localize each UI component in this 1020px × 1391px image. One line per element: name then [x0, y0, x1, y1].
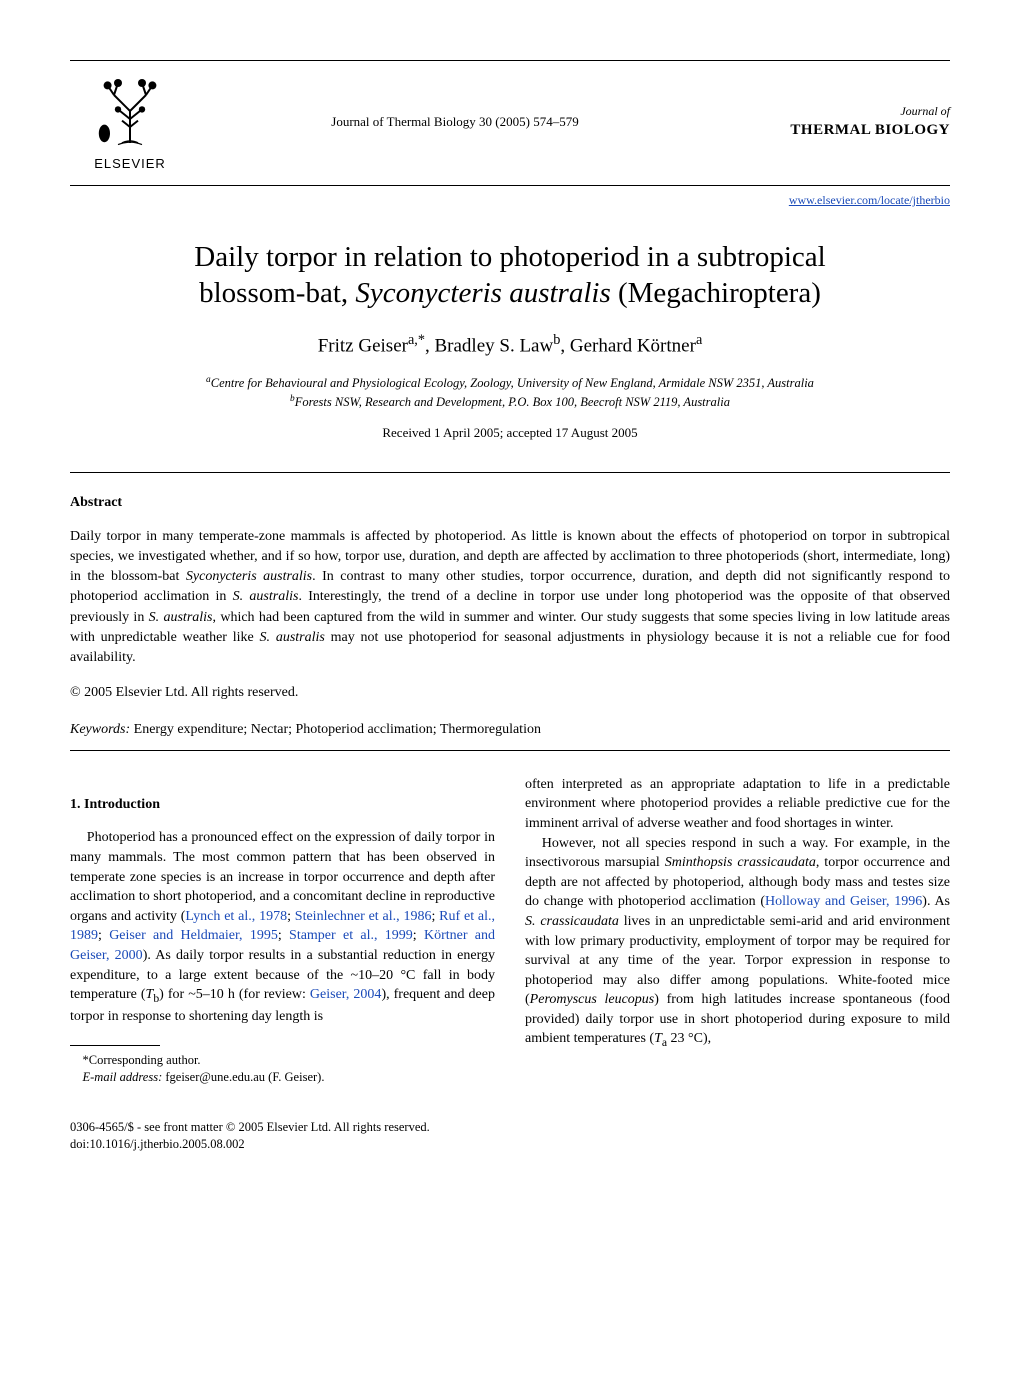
right-column: often interpreted as an appropriate adap… [525, 775, 950, 1087]
article-title: Daily torpor in relation to photoperiod … [150, 239, 870, 312]
header-container: ELSEVIER Journal of Thermal Biology 30 (… [70, 60, 950, 209]
divider [70, 750, 950, 751]
keywords-label: Keywords: [70, 722, 130, 737]
intro-left-paragraph: Photoperiod has a pronounced effect on t… [70, 828, 495, 1026]
footnote-divider [70, 1045, 160, 1046]
authors: Fritz Geisera,*, Bradley S. Lawb, Gerhar… [70, 331, 950, 360]
body-columns: 1. Introduction Photoperiod has a pronou… [70, 775, 950, 1087]
publisher-label: ELSEVIER [94, 155, 166, 173]
footnote-block: *Corresponding author. E-mail address: f… [70, 1052, 495, 1087]
abstract-copyright: © 2005 Elsevier Ltd. All rights reserved… [70, 683, 950, 703]
intro-right-paragraph-2: However, not all species respond in such… [525, 834, 950, 1052]
intro-heading: 1. Introduction [70, 795, 495, 815]
intro-right-paragraph-1: often interpreted as an appropriate adap… [525, 775, 950, 834]
title-species: Syconycteris australis [355, 277, 610, 309]
publisher-logo-block: ELSEVIER [70, 71, 190, 173]
elsevier-tree-icon [90, 71, 170, 151]
footer-doi-line: doi:10.1016/j.jtherbio.2005.08.002 [70, 1136, 950, 1154]
corresponding-author-note: *Corresponding author. [70, 1052, 495, 1070]
journal-url[interactable]: www.elsevier.com/locate/jtherbio [70, 192, 950, 209]
affiliations: aCentre for Behavioural and Physiologica… [70, 374, 950, 411]
abstract-body: Daily torpor in many temperate-zone mamm… [70, 527, 950, 669]
left-column: 1. Introduction Photoperiod has a pronou… [70, 775, 495, 1087]
corresponding-email: fgeiser@une.edu.au (F. Geiser). [162, 1070, 324, 1084]
journal-name: THERMAL BIOLOGY [790, 122, 950, 138]
email-label: E-mail address: [83, 1070, 163, 1084]
divider [70, 472, 950, 473]
affiliation-b: Forests NSW, Research and Development, P… [295, 395, 730, 409]
journal-of-label: Journal of [720, 103, 950, 120]
affiliation-a: Centre for Behavioural and Physiological… [211, 377, 814, 391]
footer-metadata: 0306-4565/$ - see front matter © 2005 El… [70, 1119, 950, 1154]
keywords-text: Energy expenditure; Nectar; Photoperiod … [130, 722, 541, 737]
journal-title-block: Journal of THERMAL BIOLOGY [720, 103, 950, 141]
keywords: Keywords: Energy expenditure; Nectar; Ph… [70, 720, 950, 740]
article-dates: Received 1 April 2005; accepted 17 Augus… [70, 424, 950, 442]
header-row: ELSEVIER Journal of Thermal Biology 30 (… [70, 71, 950, 186]
title-line-1: Daily torpor in relation to photoperiod … [194, 241, 825, 273]
title-line-2-pre: blossom-bat, [199, 277, 355, 309]
abstract-heading: Abstract [70, 493, 950, 513]
journal-citation: Journal of Thermal Biology 30 (2005) 574… [190, 113, 720, 131]
footer-issn-line: 0306-4565/$ - see front matter © 2005 El… [70, 1119, 950, 1137]
title-line-2-post: (Megachiroptera) [611, 277, 821, 309]
